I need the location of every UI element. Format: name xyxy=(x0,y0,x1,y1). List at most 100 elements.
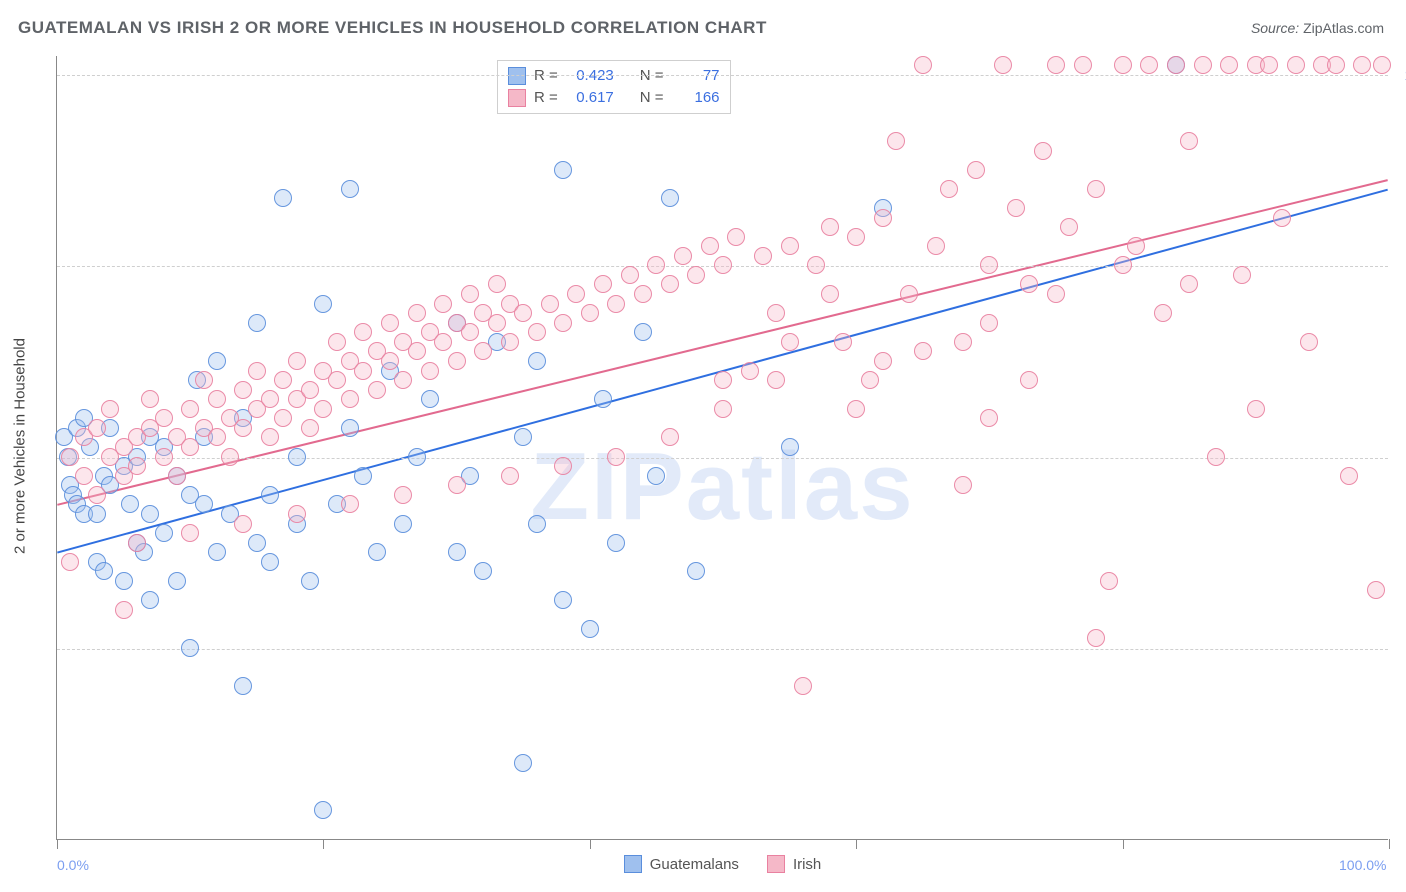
x-tick xyxy=(856,839,857,849)
legend-item-guatemalans: Guatemalans xyxy=(624,855,739,873)
data-point xyxy=(1020,371,1038,389)
data-point xyxy=(1194,56,1212,74)
data-point xyxy=(541,295,559,313)
data-point xyxy=(128,457,146,475)
data-point xyxy=(1300,333,1318,351)
data-point xyxy=(448,543,466,561)
data-point xyxy=(807,256,825,274)
data-point xyxy=(821,218,839,236)
data-point xyxy=(714,371,732,389)
data-point xyxy=(980,314,998,332)
data-point xyxy=(1087,180,1105,198)
legend-label-guatemalans: Guatemalans xyxy=(650,856,739,873)
data-point xyxy=(954,333,972,351)
data-point xyxy=(1140,56,1158,74)
n-value-irish: 166 xyxy=(672,87,720,109)
source-value: ZipAtlas.com xyxy=(1303,20,1384,36)
data-point xyxy=(621,266,639,284)
data-point xyxy=(274,409,292,427)
data-point xyxy=(647,256,665,274)
data-point xyxy=(767,304,785,322)
data-point xyxy=(554,591,572,609)
data-point xyxy=(274,189,292,207)
data-point xyxy=(1114,56,1132,74)
data-point xyxy=(781,333,799,351)
source-attribution: Source: ZipAtlas.com xyxy=(1251,20,1384,36)
data-point xyxy=(155,524,173,542)
y-tick-label: 40.0% xyxy=(1394,641,1406,657)
data-point xyxy=(181,639,199,657)
data-point xyxy=(1233,266,1251,284)
data-point xyxy=(554,161,572,179)
data-point xyxy=(408,448,426,466)
data-point xyxy=(408,304,426,322)
gridline xyxy=(57,75,1388,76)
data-point xyxy=(155,448,173,466)
data-point xyxy=(341,180,359,198)
data-point xyxy=(994,56,1012,74)
data-point xyxy=(1367,581,1385,599)
data-point xyxy=(314,400,332,418)
data-point xyxy=(914,56,932,74)
data-point xyxy=(301,381,319,399)
data-point xyxy=(980,256,998,274)
data-point xyxy=(554,314,572,332)
data-point xyxy=(581,620,599,638)
data-point xyxy=(701,237,719,255)
plot-area: ZIPatlas R = 0.423 N = 77 R = 0.617 N = … xyxy=(56,56,1388,840)
data-point xyxy=(1180,275,1198,293)
data-point xyxy=(607,448,625,466)
data-point xyxy=(1114,256,1132,274)
data-point xyxy=(121,495,139,513)
data-point xyxy=(394,486,412,504)
data-point xyxy=(1127,237,1145,255)
data-point xyxy=(208,352,226,370)
data-point xyxy=(168,572,186,590)
data-point xyxy=(234,381,252,399)
swatch-guatemalans xyxy=(624,855,642,873)
data-point xyxy=(514,304,532,322)
data-point xyxy=(88,419,106,437)
data-point xyxy=(1273,209,1291,227)
data-point xyxy=(88,505,106,523)
data-point xyxy=(208,428,226,446)
data-point xyxy=(341,390,359,408)
data-point xyxy=(661,189,679,207)
data-point xyxy=(101,400,119,418)
data-point xyxy=(647,467,665,485)
data-point xyxy=(767,371,785,389)
data-point xyxy=(368,543,386,561)
data-point xyxy=(1207,448,1225,466)
data-point xyxy=(115,601,133,619)
data-point xyxy=(714,400,732,418)
data-point xyxy=(408,342,426,360)
data-point xyxy=(381,314,399,332)
x-tick xyxy=(1123,839,1124,849)
data-point xyxy=(488,314,506,332)
data-point xyxy=(1034,142,1052,160)
data-point xyxy=(394,371,412,389)
y-axis-title: 2 or more Vehicles in Household xyxy=(12,338,29,554)
r-value-irish: 0.617 xyxy=(566,87,614,109)
data-point xyxy=(514,754,532,772)
data-point xyxy=(95,562,113,580)
data-point xyxy=(1353,56,1371,74)
data-point xyxy=(781,237,799,255)
data-point xyxy=(168,467,186,485)
data-point xyxy=(261,390,279,408)
watermark: ZIPatlas xyxy=(530,432,914,542)
data-point xyxy=(1373,56,1391,74)
data-point xyxy=(354,362,372,380)
data-point xyxy=(501,467,519,485)
data-point xyxy=(528,352,546,370)
gridline xyxy=(57,458,1388,459)
data-point xyxy=(1167,56,1185,74)
data-point xyxy=(234,677,252,695)
series-legend: Guatemalans Irish xyxy=(57,855,1388,873)
data-point xyxy=(261,486,279,504)
data-point xyxy=(874,209,892,227)
data-point xyxy=(954,476,972,494)
x-tick-label: 0.0% xyxy=(57,857,89,873)
data-point xyxy=(368,381,386,399)
data-point xyxy=(248,362,266,380)
